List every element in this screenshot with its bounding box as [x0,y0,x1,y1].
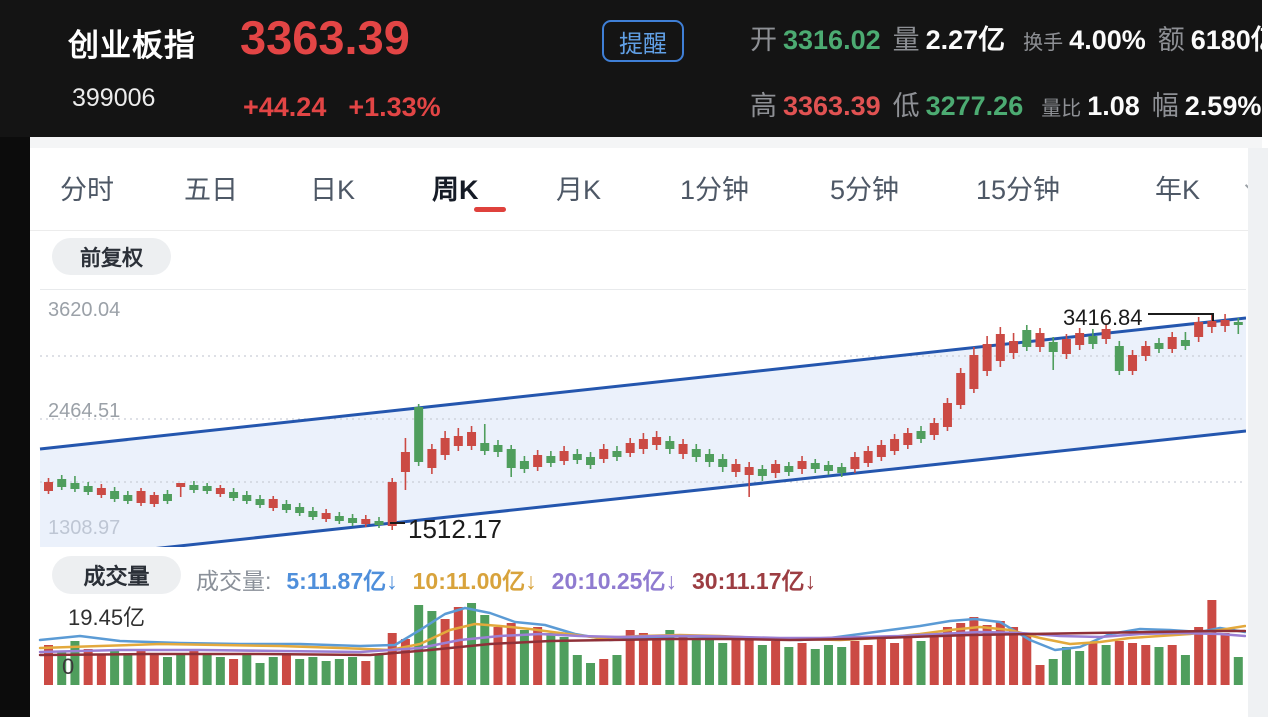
price-change-row: +44.24 +1.33% [243,92,441,123]
stat-label-low: 低 [892,91,920,121]
y-axis-label-max: 3620.04 [48,299,121,321]
stock-code: 399006 [72,84,156,112]
stat-value-volume: 2.27亿 [925,25,1006,55]
stat-value-amplitude: 2.59% [1184,91,1262,121]
stat-label-amount: 额 [1157,25,1185,55]
active-tab-underline [474,207,506,212]
tab-15min[interactable]: 15分钟 [976,175,1061,205]
tab-1min[interactable]: 1分钟 [680,175,750,205]
candlestick-svg: 1512.17 3416.84 [39,305,1246,547]
stats-row-2: 高 3363.39 低 3277.26 量比 1.08 幅 2.59% [750,84,1262,123]
stats-row-1: 开 3316.02 量 2.27亿 换手 4.00% 额 6180亿 [750,18,1262,57]
quote-header: 创业板指 399006 3363.39 +44.24 +1.33% 提醒 开 3… [0,0,1262,137]
volume-svg [38,600,1246,685]
tab-5min[interactable]: 5分钟 [830,175,900,205]
stat-label-high: 高 [750,91,777,121]
stat-value-amount: 6180亿 [1190,25,1262,55]
period-tab-bar: 分时 五日 日K 周K 月K 1分钟 5分钟 15分钟 年K [30,148,1267,230]
stat-label-turnover-rate: 换手 [1023,32,1064,54]
quote-stats: 开 3316.02 量 2.27亿 换手 4.00% 额 6180亿 高 336… [750,0,1262,137]
candlestick-chart[interactable]: 1512.17 3416.84 [30,289,1246,547]
stat-label-open: 开 [750,25,777,55]
tab-5day[interactable]: 五日 [184,175,238,205]
volume-ma5-value: 5:11.87亿↓ [286,568,398,594]
tab-monthly-k[interactable]: 月K [556,175,602,205]
volume-ma-legend: 成交量: 5:11.87亿↓ 10:11.00亿↓ 20:10.25亿↓ 30:… [196,562,816,596]
last-price: 3363.39 [240,11,410,64]
stat-value-open: 3316.02 [783,25,881,55]
tab-minute[interactable]: 分时 [60,175,114,205]
volume-ma20-value: 20:10.25亿↓ [551,568,677,594]
tabs-divider [30,230,1262,231]
alert-button[interactable]: 提醒 [602,20,684,62]
stat-label-volume-ratio: 量比 [1041,98,1082,120]
volume-ma30-value: 30:11.17亿↓ [691,568,817,594]
right-edge-strip [1248,148,1268,717]
chart-top-border [40,289,1246,290]
volume-chart[interactable] [30,598,1246,686]
volume-axis-max-label: 19.45亿 [68,605,146,630]
tab-yearly-k[interactable]: 年K [1155,175,1201,205]
stat-label-amplitude: 幅 [1151,91,1179,121]
tab-daily-k[interactable]: 日K [310,175,356,205]
volume-ma-prefix: 成交量: [196,568,272,594]
volume-ma10-value: 10:11.00亿↓ [412,568,537,594]
volume-axis-zero-label: 0 [62,654,75,679]
header-divider [30,137,1262,148]
svg-text:3416.84: 3416.84 [1063,305,1143,330]
change-percent: +1.33% [348,92,441,122]
svg-text:1512.17: 1512.17 [408,514,502,544]
stat-value-high: 3363.39 [783,91,881,121]
volume-badge[interactable]: 成交量 [52,556,181,594]
adjust-mode-badge[interactable]: 前复权 [52,238,171,275]
stock-name: 创业板指 [68,28,196,63]
change-value: +44.24 [243,92,327,122]
stat-value-low: 3277.26 [925,91,1024,121]
stat-label-volume: 量 [892,25,920,55]
stat-value-turnover-rate: 4.00% [1069,25,1146,55]
stat-value-volume-ratio: 1.08 [1087,91,1140,121]
y-axis-label-mid: 2464.51 [48,400,121,422]
tab-weekly-k[interactable]: 周K [432,175,479,205]
